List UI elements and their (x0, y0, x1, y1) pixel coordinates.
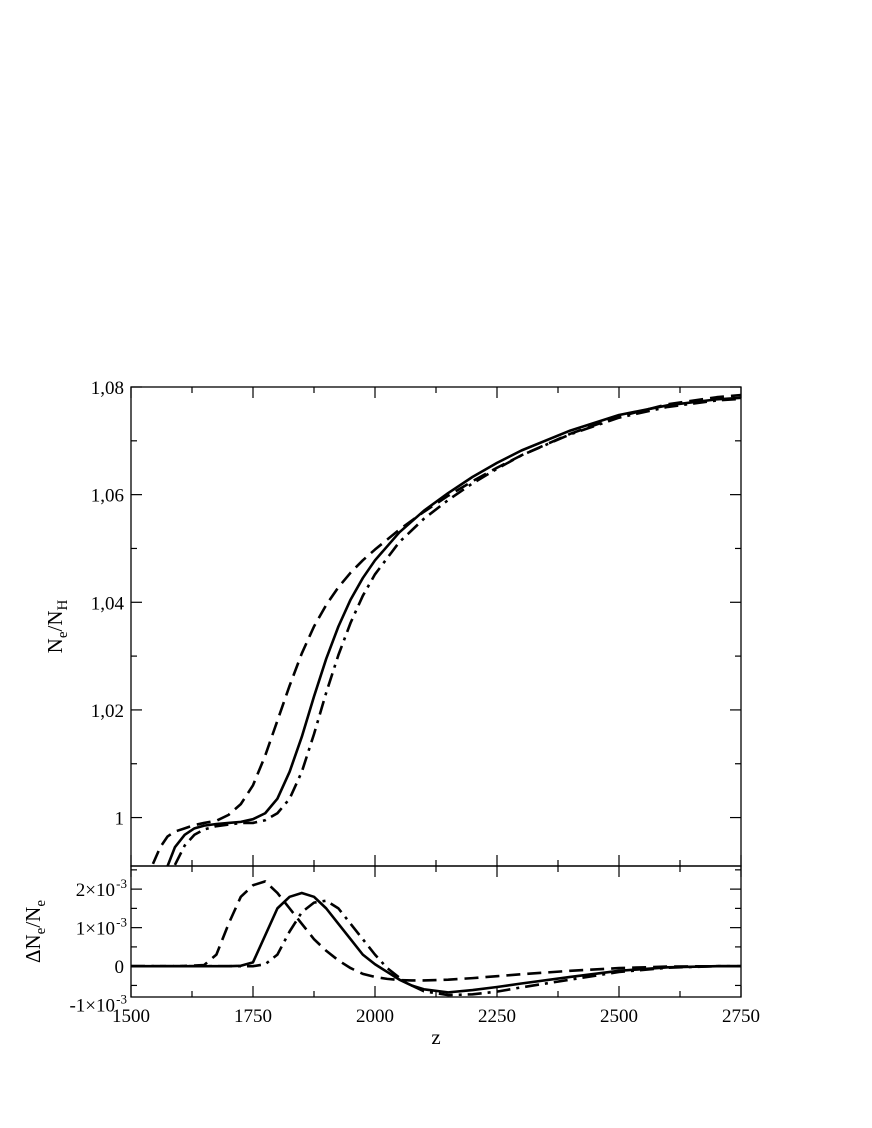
top-series-dash-dot-line (173, 397, 741, 866)
bottom-x-tick-label: 1750 (234, 1006, 272, 1027)
top-y-axis-title: Ne/NH (43, 600, 71, 654)
bottom-x-tick-label: 2500 (600, 1006, 638, 1027)
bottom-series-dash-dot-line (131, 899, 741, 997)
top-y-tick-label: 1,04 (91, 593, 125, 614)
bottom-y-tick-exponent: -3 (116, 876, 127, 891)
top-y-tick-label: 1,02 (91, 701, 124, 722)
bottom-x-tick-label: 2000 (356, 1006, 394, 1027)
bottom-y-tick-label: 0 (115, 957, 125, 978)
top-y-tick-label: 1 (115, 809, 125, 830)
bottom-x-tick-label: 1500 (112, 1006, 150, 1027)
x-axis-title: z (431, 1025, 440, 1049)
bottom-series-solid-line (131, 891, 741, 994)
top-series-dashed-line (151, 393, 741, 865)
bottom-x-tick-label: 2750 (722, 1006, 760, 1027)
bottom-y-tick-label: 1×10 (76, 919, 115, 940)
bottom-y-tick-label: -1×10 (69, 996, 115, 1017)
bottom-y-tick-label: 2×10 (76, 880, 115, 901)
bottom-y-tick-exponent: -3 (116, 992, 127, 1007)
bottom-y-axis-title: ΔNe/Ne (21, 900, 49, 963)
bottom-x-tick-label: 2250 (478, 1006, 516, 1027)
top-panel: 1 1,02 1,04 1,06 1,08 Ne/NH (43, 378, 742, 867)
bottom-plot-frame (130, 865, 742, 998)
bottom-y-tick-exponent: -3 (116, 915, 127, 930)
top-y-tick-label: 1,06 (91, 486, 124, 507)
top-plot-frame (130, 386, 742, 867)
bottom-series-dashed-line (131, 880, 741, 982)
top-series-solid-line (166, 396, 741, 866)
top-y-tick-label: 1,08 (91, 378, 124, 399)
